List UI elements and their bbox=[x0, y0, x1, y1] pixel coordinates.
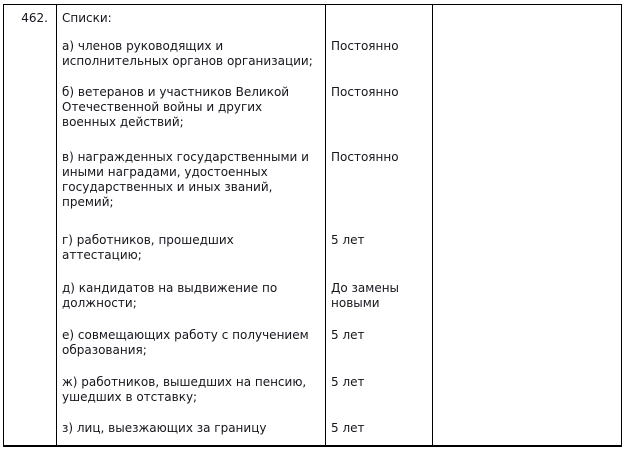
list-item-text: г) работников, прошедших аттестацию; bbox=[56, 233, 326, 281]
note-cell bbox=[432, 375, 622, 421]
list-item-text: з) лиц, выезжающих за границу bbox=[56, 421, 326, 446]
retention-period: 5 лет bbox=[325, 375, 433, 421]
retention-period: 5 лет bbox=[325, 328, 433, 375]
table-row-header: 462. Списки: bbox=[3, 4, 622, 39]
table-row-item-z: з) лиц, выезжающих за границу 5 лет bbox=[3, 421, 622, 446]
records-retention-table: 462. Списки: а) членов руководящих и исп… bbox=[3, 4, 622, 447]
note-cell bbox=[432, 4, 622, 39]
row-number-empty bbox=[3, 328, 57, 375]
retention-period: Постоянно bbox=[325, 39, 433, 85]
list-title: Списки: bbox=[56, 4, 326, 39]
row-number-empty bbox=[3, 233, 57, 281]
list-item-text: б) ветеранов и участников Великой Отечес… bbox=[56, 85, 326, 150]
retention-period: До замены новыми bbox=[325, 281, 433, 328]
retention-period: Постоянно bbox=[325, 85, 433, 150]
table-row-item-d: д) кандидатов на выдвижение по должности… bbox=[3, 281, 622, 328]
table-row-item-v: в) награжденных государственными и иными… bbox=[3, 150, 622, 233]
table-row-item-zh: ж) работников, вышедших на пенсию, ушедш… bbox=[3, 375, 622, 421]
note-cell bbox=[432, 281, 622, 328]
table-row-item-b: б) ветеранов и участников Великой Отечес… bbox=[3, 85, 622, 150]
retention-period: 5 лет bbox=[325, 421, 433, 446]
note-cell bbox=[432, 233, 622, 281]
table-row-item-a: а) членов руководящих и исполнительных о… bbox=[3, 39, 622, 85]
list-item-text: ж) работников, вышедших на пенсию, ушедш… bbox=[56, 375, 326, 421]
row-number-empty bbox=[3, 421, 57, 446]
list-item-text: в) награжденных государственными и иными… bbox=[56, 150, 326, 233]
table-row-item-g: г) работников, прошедших аттестацию; 5 л… bbox=[3, 233, 622, 281]
retention-period: 5 лет bbox=[325, 233, 433, 281]
note-cell bbox=[432, 39, 622, 85]
list-item-text: д) кандидатов на выдвижение по должности… bbox=[56, 281, 326, 328]
row-number: 462. bbox=[3, 4, 57, 39]
note-cell bbox=[432, 421, 622, 446]
retention-period: Постоянно bbox=[325, 150, 433, 233]
row-number-empty bbox=[3, 150, 57, 233]
table-row-item-e: е) совмещающих работу с получением образ… bbox=[3, 328, 622, 375]
row-number-empty bbox=[3, 39, 57, 85]
note-cell bbox=[432, 150, 622, 233]
list-item-text: а) членов руководящих и исполнительных о… bbox=[56, 39, 326, 85]
row-number-empty bbox=[3, 281, 57, 328]
list-item-text: е) совмещающих работу с получением образ… bbox=[56, 328, 326, 375]
note-cell bbox=[432, 328, 622, 375]
row-number-empty bbox=[3, 375, 57, 421]
note-cell bbox=[432, 85, 622, 150]
retention-cell bbox=[325, 4, 433, 39]
row-number-empty bbox=[3, 85, 57, 150]
